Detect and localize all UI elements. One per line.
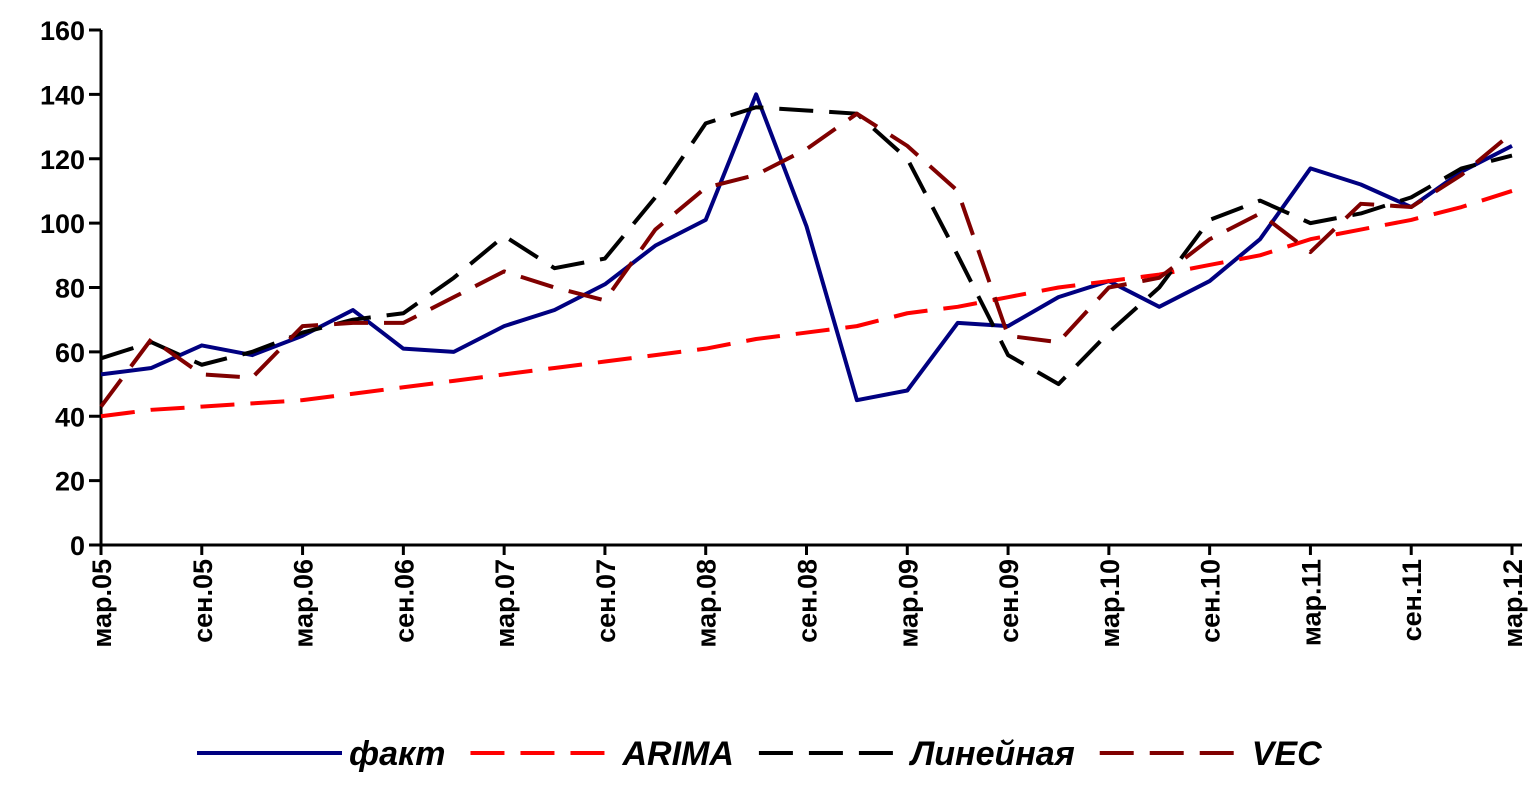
x-tick-label: мар.12 — [1498, 559, 1528, 648]
y-tick-label: 0 — [70, 531, 85, 561]
x-tick-label: мар.07 — [490, 559, 520, 648]
x-tick-label: сен.10 — [1196, 559, 1226, 643]
series-line — [100, 189, 1513, 419]
x-tick-label: мар.08 — [692, 559, 722, 648]
y-tick-label: 140 — [40, 80, 85, 110]
series-line — [100, 92, 1513, 403]
y-tick-label: 40 — [55, 402, 85, 432]
legend-label: факт — [349, 735, 445, 773]
y-tick-label: 120 — [40, 145, 85, 175]
y-tick-label: 20 — [55, 467, 85, 497]
x-tick-label: мар.10 — [1095, 559, 1125, 648]
series-line — [100, 105, 1513, 387]
x-tick-label: сен.05 — [188, 559, 218, 643]
x-tick-label: сен.07 — [591, 559, 621, 643]
y-tick-label: 160 — [40, 16, 85, 46]
x-tick-label: мар.09 — [893, 559, 923, 648]
x-tick-label: мар.11 — [1296, 559, 1326, 646]
y-tick-label: 60 — [55, 338, 85, 368]
x-tick-label: сен.11 — [1397, 559, 1427, 641]
x-tick-label: сен.09 — [994, 559, 1024, 643]
legend-label: VEC — [1252, 735, 1322, 773]
x-tick-label: сен.06 — [389, 559, 419, 643]
legend-label: Линейная — [908, 735, 1075, 773]
x-tick-label: мар.06 — [289, 559, 319, 648]
y-tick-label: 100 — [40, 209, 85, 239]
legend-label: ARIMA — [621, 735, 733, 773]
x-tick-label: мар.05 — [87, 559, 117, 648]
y-tick-label: 80 — [55, 274, 85, 304]
x-tick-label: сен.08 — [793, 559, 823, 643]
series-line — [99, 111, 1514, 408]
